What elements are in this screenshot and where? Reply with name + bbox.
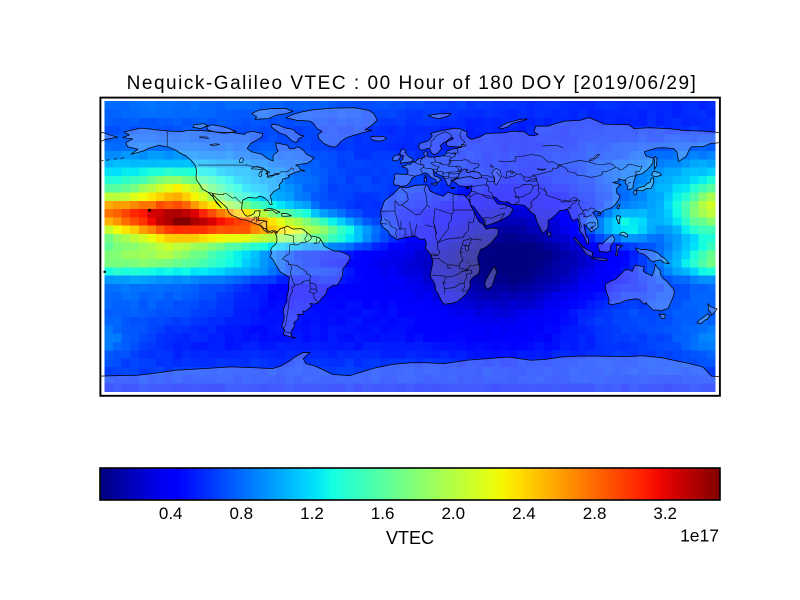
svg-text:3.2: 3.2: [653, 504, 677, 523]
svg-text:VTEC: VTEC: [386, 528, 434, 548]
svg-text:0.8: 0.8: [229, 504, 253, 523]
svg-text:2.8: 2.8: [583, 504, 607, 523]
svg-text:1e17: 1e17: [680, 526, 719, 546]
svg-text:2.0: 2.0: [441, 504, 465, 523]
svg-text:Nequick-Galileo VTEC : 00 Hour: Nequick-Galileo VTEC : 00 Hour of 180 DO…: [127, 73, 698, 94]
svg-text:1.2: 1.2: [300, 504, 324, 523]
svg-text:1.6: 1.6: [371, 504, 395, 523]
svg-text:0.4: 0.4: [159, 504, 183, 523]
svg-text:2.4: 2.4: [512, 504, 536, 523]
